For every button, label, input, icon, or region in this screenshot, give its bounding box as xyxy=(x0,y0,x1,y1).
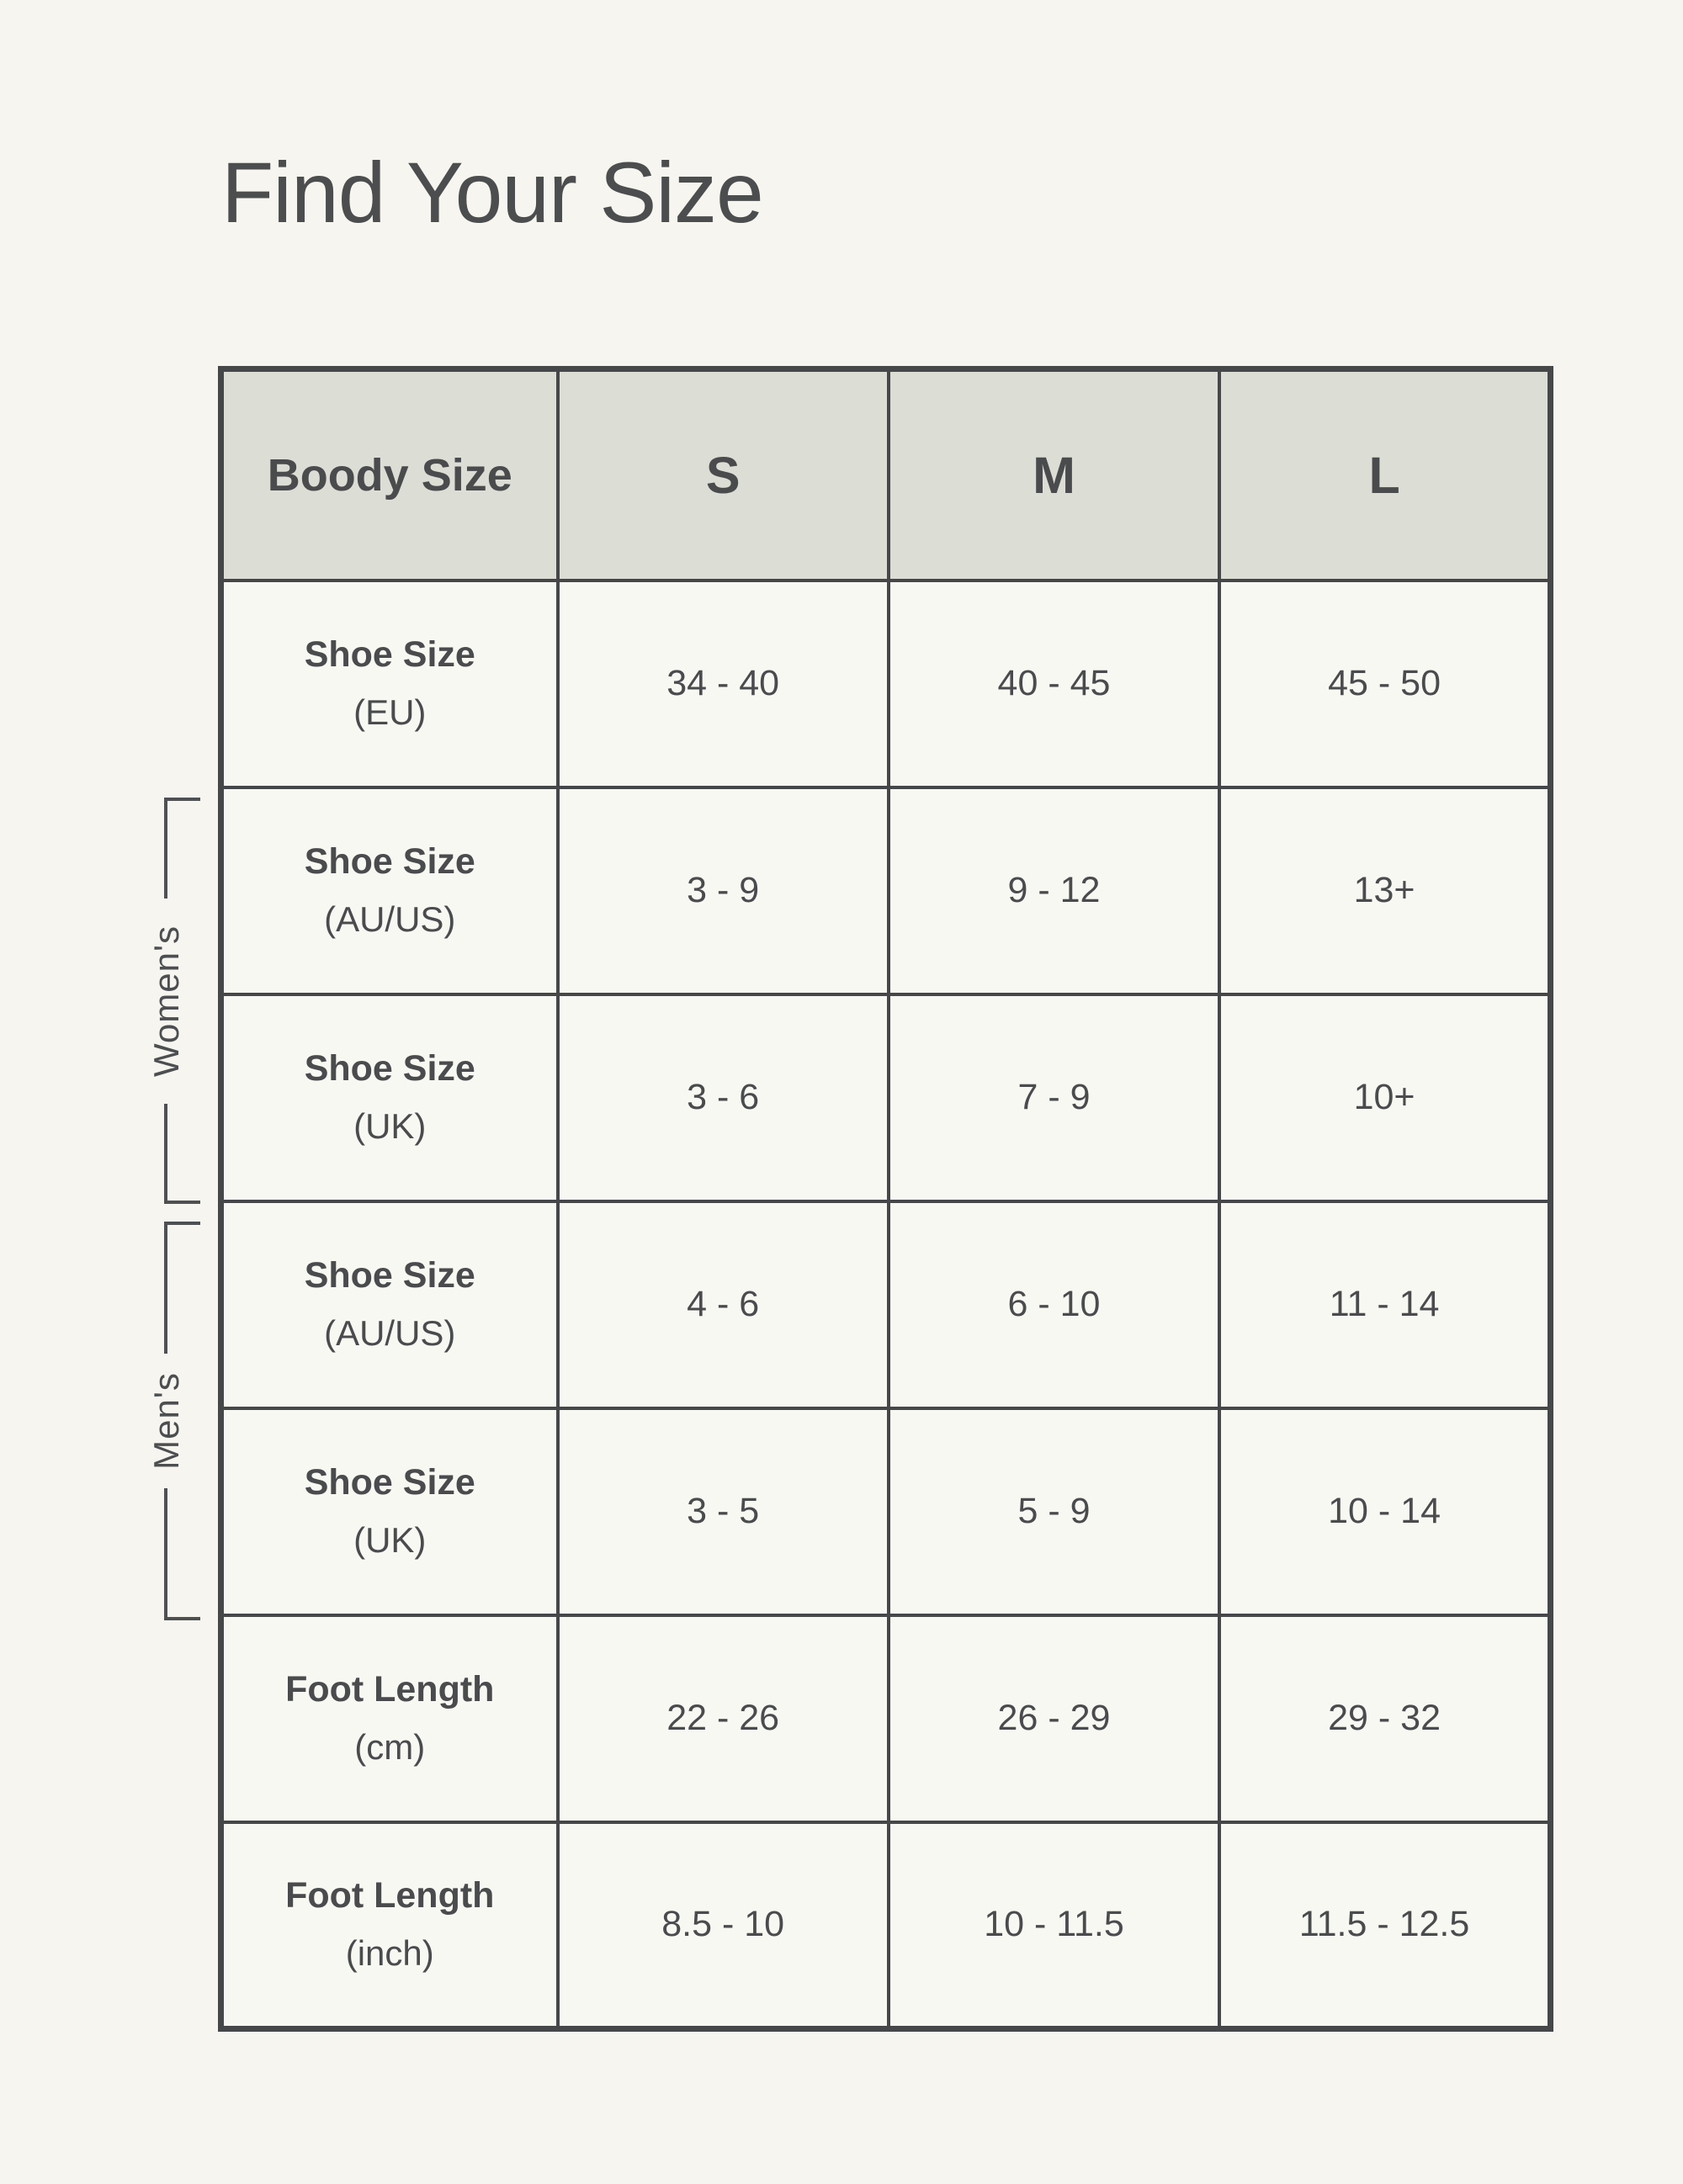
page-title: Find Your Size xyxy=(221,145,764,241)
row-label-name: Shoe Size xyxy=(304,1461,475,1503)
bracket-arm-top xyxy=(164,1222,200,1225)
mens-bracket: Men's xyxy=(146,1222,200,1620)
row-label-name: Foot Length xyxy=(285,1668,495,1710)
row-label-unit: (AU/US) xyxy=(324,899,456,940)
size-value-cell: 6 - 10 xyxy=(886,1199,1222,1410)
table-row-shoe-size-eu: Shoe Size (EU) 34 - 40 40 - 45 45 - 50 xyxy=(219,578,1553,789)
row-label-name: Shoe Size xyxy=(304,633,475,675)
size-value-cell: 22 - 26 xyxy=(555,1613,890,1824)
size-value-cell: 10 - 11.5 xyxy=(886,1820,1222,2031)
row-label-name: Shoe Size xyxy=(304,1047,475,1089)
column-header-l: L xyxy=(1218,367,1553,582)
row-label-unit: (cm) xyxy=(354,1727,426,1768)
size-value-cell: 13+ xyxy=(1218,785,1553,996)
table-row-foot-length-inch: Foot Length (inch) 8.5 - 10 10 - 11.5 11… xyxy=(219,1820,1553,2031)
table-row-foot-length-cm: Foot Length (cm) 22 - 26 26 - 29 29 - 32 xyxy=(219,1613,1553,1824)
size-value-cell: 10+ xyxy=(1218,992,1553,1203)
row-label: Shoe Size (EU) xyxy=(219,578,560,789)
table-row-mens-shoe-size-au-us: Shoe Size (AU/US) 4 - 6 6 - 10 11 - 14 xyxy=(219,1199,1553,1410)
size-value-cell: 10 - 14 xyxy=(1218,1406,1553,1617)
size-value-cell: 9 - 12 xyxy=(886,785,1222,996)
size-value-cell: 8.5 - 10 xyxy=(555,1820,890,2031)
row-label-name: Shoe Size xyxy=(304,1254,475,1296)
size-value-cell: 26 - 29 xyxy=(886,1613,1222,1824)
row-label: Shoe Size (AU/US) xyxy=(219,785,560,996)
womens-bracket: Women's xyxy=(146,798,200,1204)
size-value-cell: 3 - 9 xyxy=(555,785,890,996)
size-value-cell: 11 - 14 xyxy=(1218,1199,1553,1410)
size-value-cell: 40 - 45 xyxy=(886,578,1222,789)
size-value-cell: 34 - 40 xyxy=(555,578,890,789)
bracket-line xyxy=(164,1103,167,1204)
size-value-cell: 4 - 6 xyxy=(555,1199,890,1410)
row-label-unit: (UK) xyxy=(353,1106,427,1147)
bracket-arm-top xyxy=(164,798,200,801)
header-row: Boody Size S M L xyxy=(219,367,1553,582)
table-row-mens-shoe-size-uk: Shoe Size (UK) 3 - 5 5 - 9 10 - 14 xyxy=(219,1406,1553,1617)
row-label-unit: (inch) xyxy=(345,1933,434,1974)
bracket-line xyxy=(164,1222,167,1354)
size-value-cell: 29 - 32 xyxy=(1218,1613,1553,1824)
row-label-unit: (AU/US) xyxy=(324,1313,456,1354)
mens-group-label: Men's xyxy=(146,1372,186,1470)
row-label-unit: (EU) xyxy=(353,692,427,733)
row-label: Foot Length (inch) xyxy=(219,1820,560,2031)
row-label: Foot Length (cm) xyxy=(219,1613,560,1824)
bracket-line xyxy=(164,1488,167,1620)
column-header-s: S xyxy=(555,367,890,582)
column-header-boody-size: Boody Size xyxy=(219,367,560,582)
table-row-womens-shoe-size-uk: Shoe Size (UK) 3 - 6 7 - 9 10+ xyxy=(219,992,1553,1203)
row-label: Shoe Size (UK) xyxy=(219,1406,560,1617)
row-label-name: Shoe Size xyxy=(304,840,475,882)
size-value-cell: 3 - 6 xyxy=(555,992,890,1203)
row-label-unit: (UK) xyxy=(353,1520,427,1561)
bracket-arm-bottom xyxy=(164,1617,200,1620)
size-value-cell: 11.5 - 12.5 xyxy=(1218,1820,1553,2031)
row-label: Shoe Size (AU/US) xyxy=(219,1199,560,1410)
size-chart-table: Boody Size S M L Shoe Size (EU) 34 - 40 … xyxy=(218,366,1553,2032)
column-header-m: M xyxy=(886,367,1222,582)
womens-group-label: Women's xyxy=(146,925,186,1077)
size-value-cell: 5 - 9 xyxy=(886,1406,1222,1617)
row-label: Shoe Size (UK) xyxy=(219,992,560,1203)
size-value-cell: 3 - 5 xyxy=(555,1406,890,1617)
bracket-arm-bottom xyxy=(164,1201,200,1204)
table-row-womens-shoe-size-au-us: Shoe Size (AU/US) 3 - 9 9 - 12 13+ xyxy=(219,785,1553,996)
size-value-cell: 45 - 50 xyxy=(1218,578,1553,789)
row-label-name: Foot Length xyxy=(285,1874,495,1916)
bracket-line xyxy=(164,798,167,899)
size-value-cell: 7 - 9 xyxy=(886,992,1222,1203)
